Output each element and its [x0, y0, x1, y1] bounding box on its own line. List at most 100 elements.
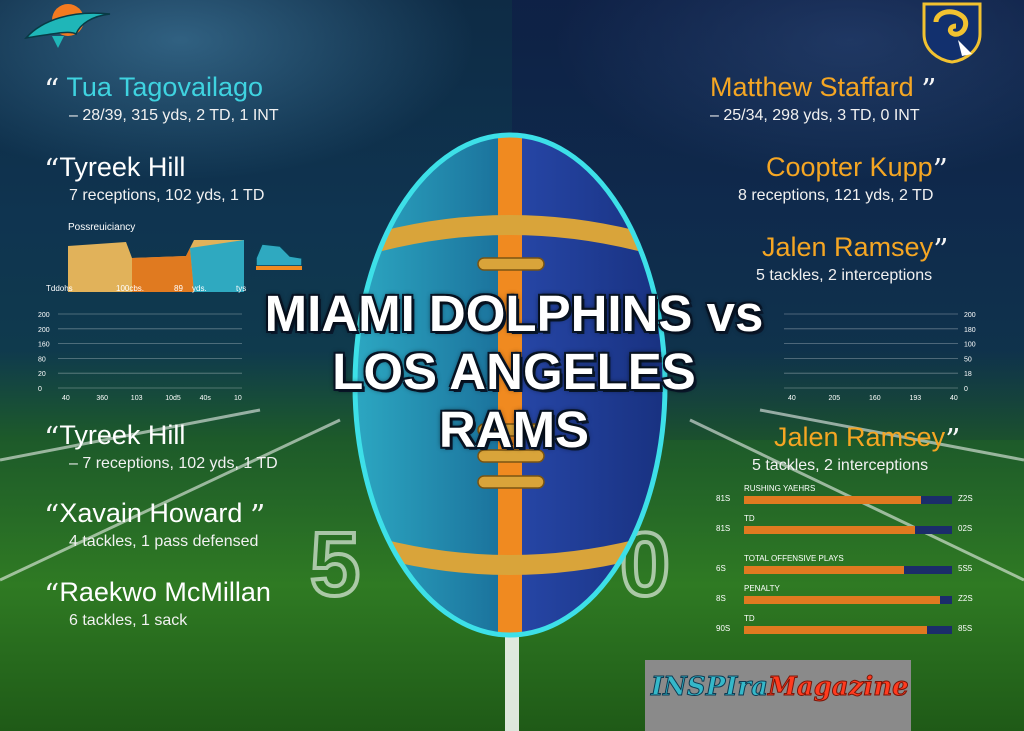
possession-chart: Possreuiciancy [66, 222, 246, 294]
bar-track [744, 526, 952, 534]
player-stats: 4 tackles, 1 pass defensed [69, 533, 259, 550]
quote-mark-icon: ” [249, 499, 266, 534]
bar-row-title: TD [744, 614, 755, 623]
rams-logo-icon [922, 2, 982, 64]
x-tick-label: 40 [788, 395, 796, 402]
dolphins-logo-icon [24, 4, 111, 48]
left-quote-tua: “ Tua Tagovailago – 28/39, 315 yds, 2 TD… [44, 72, 279, 126]
brand-wordmark: INSPIraMagazine [651, 672, 910, 703]
stat-bar-row: 90S 85S [716, 624, 986, 636]
y-tick-label: 200 [38, 327, 50, 334]
stat-bar-row: 8S Z2S [716, 594, 986, 606]
bar-track [744, 596, 952, 604]
inspira-magazine-logo: INSPIraMagazine [645, 660, 911, 731]
bar-right-label: Z2S [958, 594, 973, 603]
player-name: Jalen Ramsey [774, 422, 946, 452]
possession-area [68, 240, 244, 292]
x-tick-label: 205 [829, 395, 841, 402]
x-tick-label: 40s [200, 395, 212, 402]
player-name: Tyreek Hill [59, 420, 186, 450]
bar-group-title: TOTAL OFFENSIVE PLAYS [744, 554, 844, 563]
chart-label: 100cbs. [116, 284, 145, 293]
stat-bar-row: 81S 02S [716, 524, 986, 536]
chart-label: Tddohs [46, 284, 73, 293]
x-tick-label: 40 [62, 395, 70, 402]
player-stats: 8 receptions, 121 yds, 2 TD [738, 187, 934, 204]
player-name: Xavain Howard [59, 498, 243, 528]
player-name: Raekwo McMillan [59, 577, 271, 607]
y-tick-label: 0 [38, 386, 42, 393]
bar-left-label: 81S [716, 494, 731, 503]
y-tick-label: 180 [964, 327, 976, 334]
left-grid-chart: 0 20 80 160 200 200 40 360 103 10d5 40s 10 [38, 312, 242, 402]
y-tick-label: 200 [38, 312, 50, 319]
chart-label: 89 [174, 284, 183, 293]
bar-row-title: PENALTY [744, 584, 780, 593]
player-name: Coopter Kupp [766, 152, 933, 182]
bar-track [744, 496, 952, 504]
y-tick-label: 200 [964, 312, 976, 319]
y-tick-label: 160 [38, 342, 50, 349]
x-tick-label: 360 [96, 395, 108, 402]
bar-fill [744, 626, 928, 634]
bar-right-label: 5S5 [958, 564, 973, 573]
player-stats: 5 tackles, 2 interceptions [752, 457, 929, 474]
right-quote-ramsey-2: Jalen Ramsey” 5 tackles, 2 interceptions [752, 422, 960, 476]
right-quote-ramsey-1: Jalen Ramsey” 5 tackles, 2 interceptions [756, 232, 948, 286]
quote-mark-icon: “ [44, 499, 60, 534]
quote-mark-icon: ” [933, 233, 949, 268]
x-tick-label: 10d5 [165, 395, 181, 402]
x-tick-label: 160 [869, 395, 881, 402]
player-stats: 6 tackles, 1 sack [69, 612, 188, 629]
bar-track [744, 566, 952, 574]
headline-line-1: MIAMI DOLPHINS vs [264, 285, 764, 342]
y-tick-label: 100 [964, 342, 976, 349]
y-tick-label: 20 [38, 371, 46, 378]
player-stats: – 7 receptions, 102 yds, 1 TD [69, 455, 278, 472]
x-tick-label: 103 [131, 395, 143, 402]
bar-left-label: 90S [716, 624, 731, 633]
quote-mark-icon: “ [44, 73, 60, 108]
x-tick-label: 10 [234, 395, 242, 402]
right-grid-chart: 0 18 50 100 180 200 40 205 160 193 40 [784, 312, 976, 402]
bar-right-label: 85S [958, 624, 973, 633]
player-name: Tyreek Hill [59, 152, 186, 182]
left-quote-hill-2: “Tyreek Hill – 7 receptions, 102 yds, 1 … [44, 420, 278, 474]
left-quote-hill-1: “Tyreek Hill 7 receptions, 102 yds, 1 TD [44, 152, 264, 206]
player-name: Jalen Ramsey [762, 232, 934, 262]
y-tick-label: 18 [964, 371, 972, 378]
chart-label: tys [236, 284, 247, 293]
player-name: Tua Tagovailago [66, 72, 264, 102]
y-tick-label: 80 [38, 356, 46, 363]
brand-part-1: INSPIra [651, 672, 769, 703]
right-quote-kupp: Coopter Kupp” 8 receptions, 121 yds, 2 T… [738, 152, 948, 206]
bar-track [744, 626, 952, 634]
player-stats: – 28/39, 315 yds, 2 TD, 1 INT [69, 107, 279, 124]
bar-fill [744, 596, 940, 604]
bar-left-label: 8S [716, 594, 726, 603]
left-quote-howard: “Xavain Howard ” 4 tackles, 1 pass defen… [44, 498, 265, 552]
player-name: Matthew Staffard [710, 72, 914, 102]
x-tick-label: 40 [950, 395, 958, 402]
right-quote-stafford: Matthew Staffard ” – 25/34, 298 yds, 3 T… [710, 72, 936, 126]
bar-group-title: RUSHING YAEHRS [744, 484, 816, 493]
quote-mark-icon: “ [44, 578, 60, 613]
football-icon [352, 132, 668, 638]
chart-label: yds. [192, 284, 207, 293]
bar-left-label: 81S [716, 524, 731, 533]
stat-bar-row: 6S 5S5 [716, 564, 986, 576]
bar-fill [744, 566, 905, 574]
y-tick-label: 0 [964, 386, 968, 393]
left-quote-mcmillan: “Raekwo McMillan 6 tackles, 1 sack [44, 577, 271, 631]
headline-line-2: LOS ANGELES RAMS [332, 343, 696, 458]
bar-right-label: Z2S [958, 494, 973, 503]
matchup-headline: MIAMI DOLPHINS vs LOS ANGELES RAMS [254, 285, 774, 459]
brand-part-2: Magazine [767, 672, 909, 703]
bar-right-label: 02S [958, 524, 973, 533]
player-stats: 5 tackles, 2 interceptions [756, 267, 933, 284]
stat-bar-row: 81S Z2S [716, 494, 986, 506]
svg-text:5: 5 [310, 515, 360, 615]
quote-mark-icon: ” [945, 423, 961, 458]
quote-mark-icon: ” [932, 153, 948, 188]
chart-title: Possreuiciancy [68, 222, 136, 233]
